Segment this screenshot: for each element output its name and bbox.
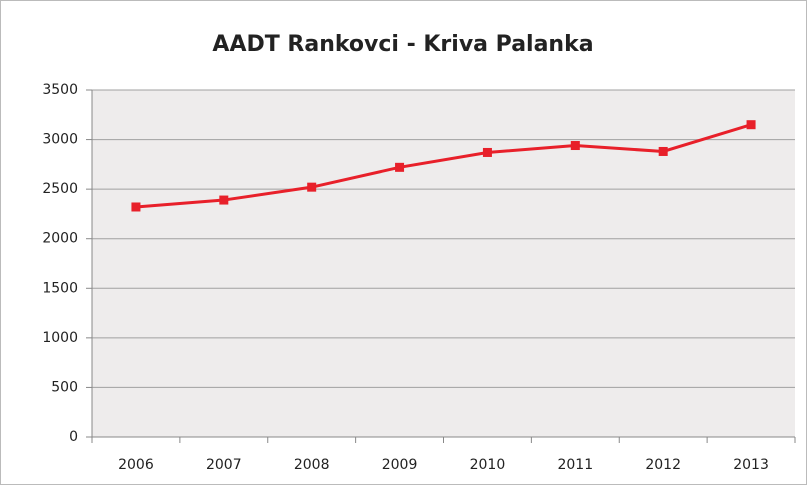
x-tick-label: 2008: [294, 457, 330, 473]
x-tick-label: 2009: [382, 457, 418, 473]
series-line: [135, 123, 752, 209]
data-point: [570, 141, 580, 151]
data-point: [219, 195, 229, 205]
data-point: [395, 162, 405, 172]
y-tick-label: 500: [51, 379, 78, 395]
chart-title: AADT Rankovci - Kriva Palanka: [212, 32, 593, 57]
data-point: [658, 146, 668, 156]
x-tick-label: 2011: [557, 457, 593, 473]
y-tick-label: 3500: [42, 82, 78, 98]
y-tick-label: 0: [69, 429, 78, 445]
y-tick-label: 2500: [42, 181, 78, 197]
y-tick-label: 3000: [42, 132, 78, 148]
x-tick-label: 2006: [118, 457, 154, 473]
x-tick-label: 2013: [733, 457, 769, 473]
y-tick-label: 1000: [42, 330, 78, 346]
data-point: [131, 202, 141, 212]
data-point: [482, 147, 492, 157]
x-tick-label: 2010: [470, 457, 506, 473]
x-tick-label: 2007: [206, 457, 242, 473]
y-tick-label: 2000: [42, 231, 78, 247]
y-tick-label: 1500: [42, 280, 78, 296]
x-tick-label: 2012: [645, 457, 681, 473]
data-point: [307, 182, 317, 192]
data-point: [746, 120, 756, 130]
